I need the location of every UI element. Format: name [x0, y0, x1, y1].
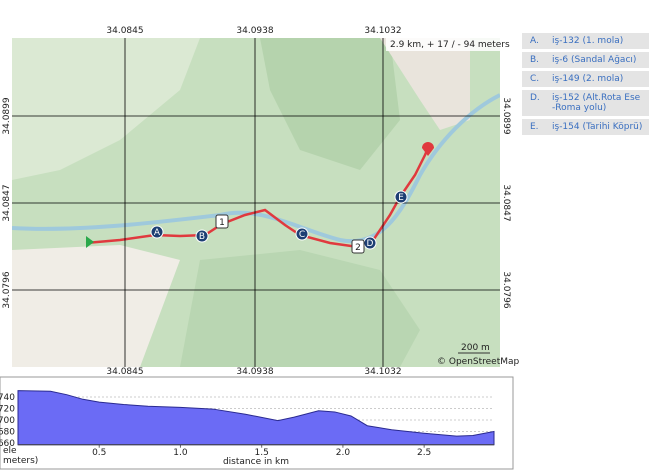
coord-label-bottom: 34.0938: [236, 367, 273, 377]
coord-label-left: 34.0847: [2, 184, 12, 221]
km-marker-label: 2: [355, 243, 361, 253]
map-shape: [180, 250, 420, 367]
waypoint-name-line: iş-6 (Sandal Ağacı): [552, 55, 637, 65]
waypoint-name-line: iş-152 (Alt.Rota Ese: [552, 93, 641, 103]
map-shape: [260, 38, 400, 170]
waypoint-letter: E.: [530, 122, 539, 132]
waypoint-marker-label: C: [299, 230, 305, 240]
x-tick-label: 1.5: [255, 448, 269, 458]
coord-label-bottom: 34.1032: [364, 367, 401, 377]
waypoint-item[interactable]: A. iş-132 (1. mola): [522, 33, 649, 49]
coord-grid: [12, 38, 500, 367]
km-marker-label: 1: [219, 218, 225, 228]
start-marker: [86, 236, 94, 248]
waypoint-name-line: iş-132 (1. mola): [552, 36, 624, 46]
waypoint-item[interactable]: D. iş-152 (Alt.Rota Ese -Roma yolu): [522, 90, 649, 116]
coord-label-right: 34.0796: [501, 271, 511, 308]
coord-label-right: 34.0847: [501, 184, 511, 221]
y-axis-label: meters): [3, 456, 38, 466]
waypoint-marker: [150, 225, 164, 239]
waypoint-name: iş-6 (Sandal Ağacı): [552, 55, 636, 65]
coord-label-top: 34.1032: [364, 26, 401, 36]
waypoint-name-line: iş-149 (2. mola): [552, 74, 624, 84]
map-shape: [12, 93, 500, 244]
attribution: © OpenStreetMap: [437, 357, 520, 367]
waypoint-name-line: -Roma yolu): [552, 103, 607, 113]
coord-label-right: 34.0899: [501, 97, 511, 134]
waypoint-marker-label: A: [154, 228, 161, 238]
x-axis-label: distance in km: [223, 457, 289, 467]
waypoint-letter: D.: [530, 93, 540, 103]
waypoint-item[interactable]: C. iş-149 (2. mola): [522, 71, 649, 87]
waypoint-marker-label: E: [398, 193, 404, 203]
waypoint-list: A. iş-132 (1. mola) B. iş-6 (Sandal Ağacı) C…: [522, 33, 649, 138]
waypoint-marker-label: D: [367, 239, 374, 249]
x-tick-label: 2.0: [336, 448, 351, 458]
map-shape: [12, 245, 180, 367]
waypoint-name: iş-154 (Tarihi Köprü): [552, 122, 642, 132]
map-shape: [380, 38, 470, 130]
coord-label-top: 34.0938: [236, 26, 273, 36]
y-axis-label: ele: [3, 446, 17, 456]
waypoint-marker: [394, 190, 408, 204]
waypoint-name: iş-132 (1. mola): [552, 36, 623, 46]
waypoint-marker-label: B: [199, 232, 205, 242]
km-marker: [351, 239, 365, 254]
coord-label-left: 34.0796: [2, 271, 12, 308]
end-marker: [422, 142, 434, 156]
waypoint-letter: B.: [530, 55, 540, 65]
x-tick-label: 2.5: [417, 448, 431, 458]
route-stats: 2.9 km, + 17 / - 94 meters: [390, 40, 510, 50]
y-tick-label: 660: [0, 439, 15, 449]
km-marker: [215, 214, 229, 229]
waypoint-letter: C.: [530, 74, 540, 84]
stats-box: [386, 38, 500, 51]
waypoint-name-line: iş-154 (Tarihi Köprü): [552, 122, 643, 132]
scale-label: 200 m: [461, 343, 490, 353]
waypoint-marker: [195, 229, 209, 243]
waypoint-item[interactable]: E. iş-154 (Tarihi Köprü): [522, 119, 649, 135]
coord-label-top: 34.0845: [106, 26, 143, 36]
y-tick-label: 740: [0, 393, 15, 403]
x-tick-label: 1.0: [173, 448, 188, 458]
waypoint-letter: A.: [530, 36, 539, 46]
coord-label-left: 34.0899: [2, 97, 12, 134]
map-tiles: [12, 38, 500, 367]
y-tick-label: 720: [0, 404, 15, 414]
waypoint-name: iş-149 (2. mola): [552, 74, 623, 84]
x-tick-label: 0.5: [92, 448, 106, 458]
waypoint-item[interactable]: B. iş-6 (Sandal Ağacı): [522, 52, 649, 68]
y-tick-label: 680: [0, 427, 15, 437]
waypoint-name: iş-152 (Alt.Rota Ese -Roma yolu): [552, 93, 640, 113]
waypoint-marker: [295, 227, 309, 241]
elevation-area: [17, 390, 495, 446]
y-tick-label: 700: [0, 416, 15, 426]
map-shape: [12, 38, 200, 180]
coord-label-bottom: 34.0845: [106, 367, 143, 377]
